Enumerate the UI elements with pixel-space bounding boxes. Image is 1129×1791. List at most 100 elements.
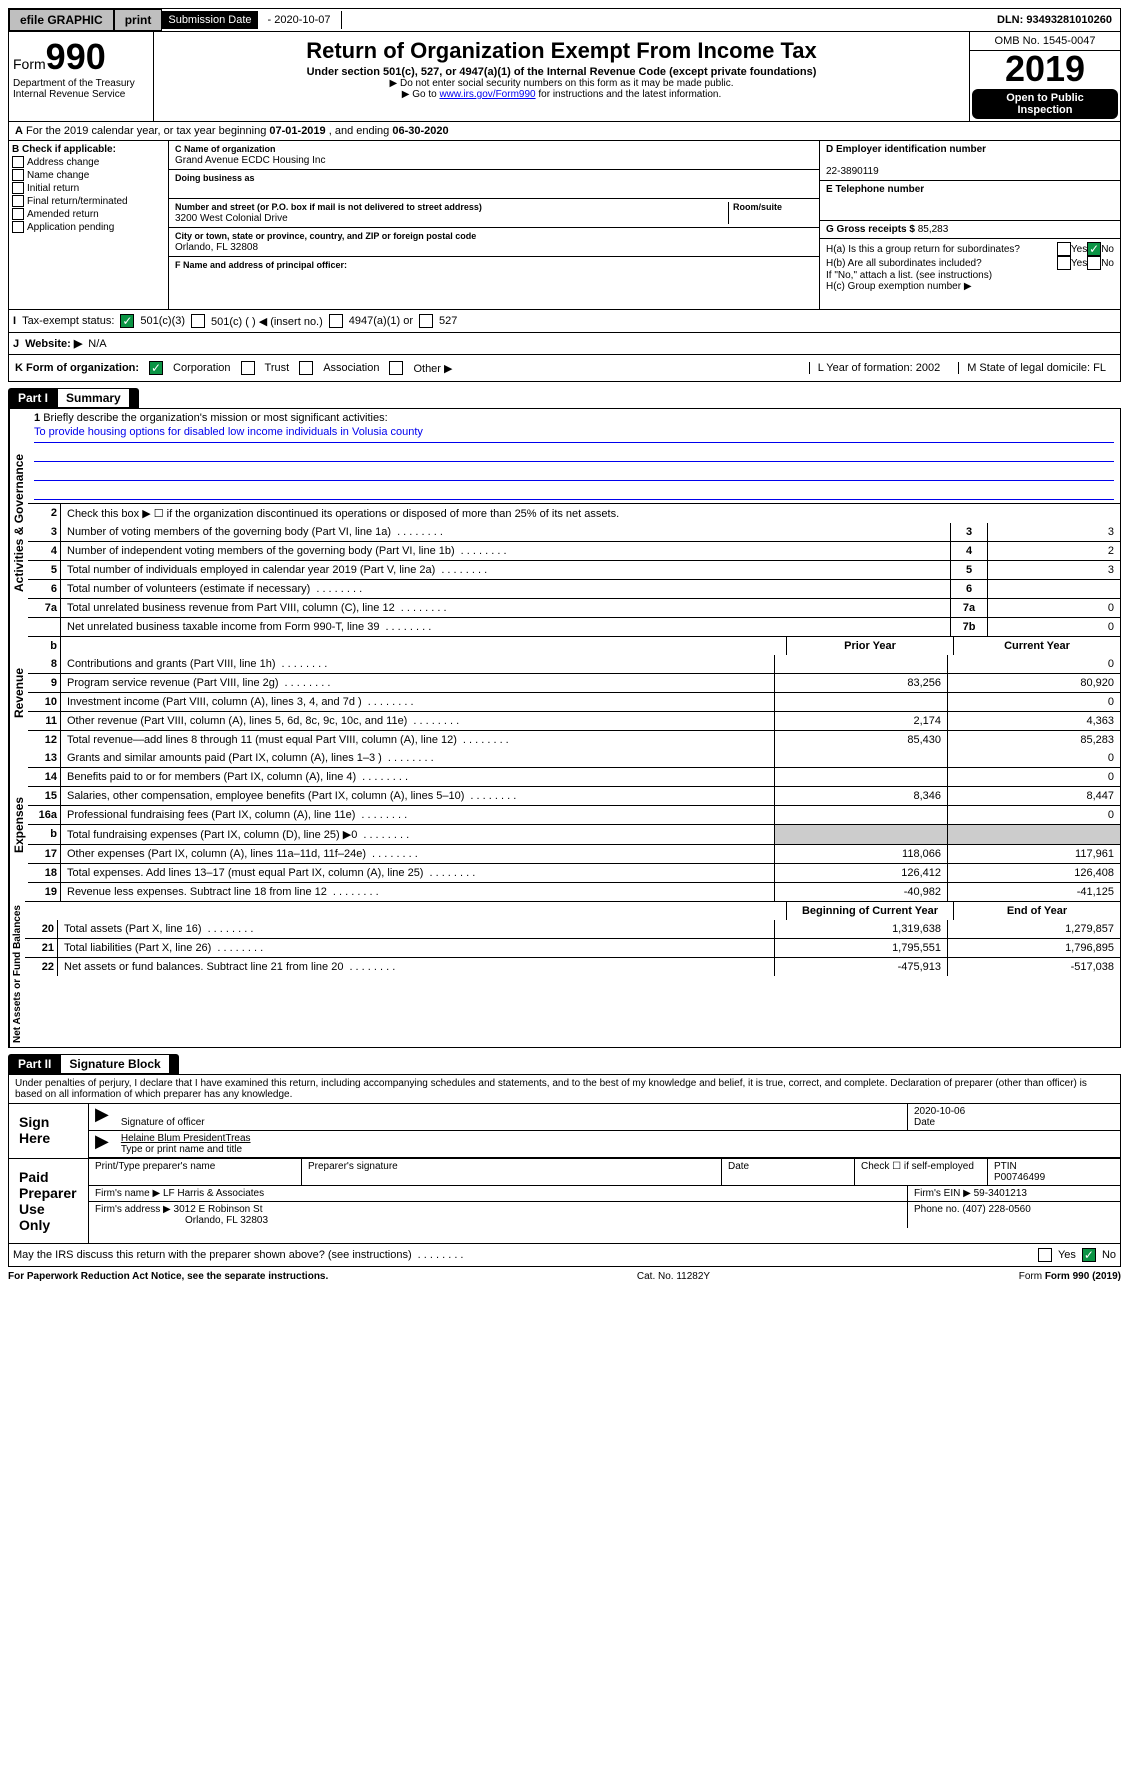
hb-note: If "No," attach a list. (see instruction… [826, 270, 1114, 281]
sig-date-label: Date [914, 1117, 935, 1128]
c-label: C Name of organization [175, 144, 276, 154]
no-label: No [1101, 244, 1114, 255]
addr-label: Number and street (or P.O. box if mail i… [175, 202, 482, 212]
tax-year: 2019 [970, 51, 1120, 87]
ha-no[interactable]: ✓ [1087, 242, 1101, 256]
line2-text: Check this box ▶ ☐ if the organization d… [61, 504, 1120, 523]
chk-assoc[interactable] [299, 361, 313, 375]
row-k-org-form: K Form of organization: ✓ Corporation Tru… [8, 355, 1121, 382]
chk-label: Application pending [27, 222, 114, 233]
perjury-text: Under penalties of perjury, I declare th… [9, 1074, 1120, 1103]
sign-arrow-icon: ▶ [89, 1104, 115, 1130]
discuss-text: May the IRS discuss this return with the… [13, 1249, 463, 1261]
tax-year-end: 06-30-2020 [392, 125, 448, 137]
row-a-tax-year: A For the 2019 calendar year, or tax yea… [8, 122, 1121, 141]
pp-sig-label: Preparer's signature [302, 1159, 722, 1185]
firm-ein: 59-3401213 [974, 1188, 1027, 1199]
ha-yes[interactable] [1057, 242, 1071, 256]
identity-block: B Check if applicable: Address change Na… [8, 141, 1121, 310]
hdr-begin-year: Beginning of Current Year [786, 902, 953, 920]
chk-final-return[interactable]: Final return/terminated [12, 195, 165, 207]
part2-header: Part IISignature Block [8, 1054, 179, 1074]
chk-501c3[interactable]: ✓ [120, 314, 134, 328]
ha-label: H(a) Is this a group return for subordin… [826, 244, 1057, 255]
discuss-no[interactable]: ✓ [1082, 1248, 1096, 1262]
ptin-value: P00746499 [994, 1172, 1045, 1183]
chk-501c[interactable] [191, 314, 205, 328]
e-label: E Telephone number [826, 184, 924, 195]
open-public-1: Open to Public [1006, 92, 1084, 104]
efile-button[interactable]: efile GRAPHIC [9, 9, 114, 31]
j-lead: J [13, 338, 19, 350]
cat-no: Cat. No. 11282Y [637, 1271, 710, 1282]
yes-label: Yes [1071, 244, 1087, 255]
agency-dept: Department of the Treasury [13, 78, 149, 89]
d-label: D Employer identification number [826, 144, 986, 155]
chk-trust[interactable] [241, 361, 255, 375]
no-label: No [1102, 1249, 1116, 1261]
chk-corp[interactable]: ✓ [149, 361, 163, 375]
chk-label: Address change [27, 157, 99, 168]
line1-label: Briefly describe the organization's miss… [43, 412, 387, 424]
part1-header: Part ISummary [8, 388, 139, 408]
city-state-zip: Orlando, FL 32808 [175, 242, 258, 253]
chk-527[interactable] [419, 314, 433, 328]
chk-label: Name change [27, 170, 89, 181]
part1-sub: Summary [58, 389, 129, 407]
chk-amended[interactable]: Amended return [12, 208, 165, 220]
chk-name-change[interactable]: Name change [12, 169, 165, 181]
city-label: City or town, state or province, country… [175, 231, 476, 241]
no-label: No [1101, 258, 1114, 269]
hc-label: H(c) Group exemption number ▶ [826, 281, 1114, 292]
hb-no[interactable] [1087, 256, 1101, 270]
discuss-yes[interactable] [1038, 1248, 1052, 1262]
print-button[interactable]: print [114, 9, 163, 31]
sig-officer-label: Signature of officer [121, 1117, 205, 1128]
room-label: Room/suite [733, 202, 782, 212]
chk-label: Final return/terminated [27, 196, 128, 207]
part1-body: Activities & Governance 1 Briefly descri… [8, 408, 1121, 1048]
chk-initial-return[interactable]: Initial return [12, 182, 165, 194]
irs-link[interactable]: www.irs.gov/Form990 [439, 89, 535, 100]
discuss-row: May the IRS discuss this return with the… [8, 1244, 1121, 1267]
opt-trust: Trust [265, 362, 290, 374]
i-label: Tax-exempt status: [22, 315, 114, 327]
hb-yes[interactable] [1057, 256, 1071, 270]
form-prefix: Form [13, 56, 46, 72]
tax-year-begin: 07-01-2019 [269, 125, 325, 137]
sign-here-label: Sign Here [9, 1103, 89, 1158]
website-value: N/A [88, 338, 106, 350]
chk-app-pending[interactable]: Application pending [12, 221, 165, 233]
chk-label: Initial return [27, 183, 79, 194]
type-print-label: Type or print name and title [121, 1144, 242, 1155]
phone-label: Phone no. [914, 1204, 960, 1215]
opt-527: 527 [439, 315, 457, 327]
signature-block: Under penalties of perjury, I declare th… [8, 1074, 1121, 1244]
chk-address-change[interactable]: Address change [12, 156, 165, 168]
hdr-prior-year: Prior Year [786, 637, 953, 655]
opt-corp: Corporation [173, 362, 230, 374]
form-header: Form990 Department of the Treasury Inter… [8, 32, 1121, 122]
paperwork-notice: For Paperwork Reduction Act Notice, see … [8, 1271, 328, 1282]
l-formation: L Year of formation: 2002 [809, 362, 949, 374]
note-goto-post: for instructions and the latest informat… [536, 89, 722, 100]
firm-addr2: Orlando, FL 32803 [95, 1215, 268, 1226]
pp-date-label: Date [722, 1159, 855, 1185]
b-lead: B Check if applicable: [12, 144, 116, 155]
g-label: G Gross receipts $ [826, 224, 915, 235]
i-lead: I [13, 315, 16, 327]
pp-name-label: Print/Type preparer's name [89, 1159, 302, 1185]
chk-4947[interactable] [329, 314, 343, 328]
opt-other: Other ▶ [413, 362, 452, 375]
form-ref: Form 990 (2019) [1045, 1271, 1121, 1282]
firm-name: LF Harris & Associates [163, 1188, 264, 1199]
dln-value: DLN: 93493281010260 [989, 11, 1120, 29]
row-a-pre: For the 2019 calendar year, or tax year … [26, 125, 269, 137]
chk-other[interactable] [389, 361, 403, 375]
ptin-label: PTIN [994, 1161, 1017, 1172]
k-lead: K Form of organization: [15, 362, 139, 374]
firm-addr1: 3012 E Robinson St [174, 1204, 263, 1215]
ein-value: 22-3890119 [826, 166, 879, 177]
f-label: F Name and address of principal officer: [175, 260, 347, 270]
org-name: Grand Avenue ECDC Housing Inc [175, 155, 325, 166]
